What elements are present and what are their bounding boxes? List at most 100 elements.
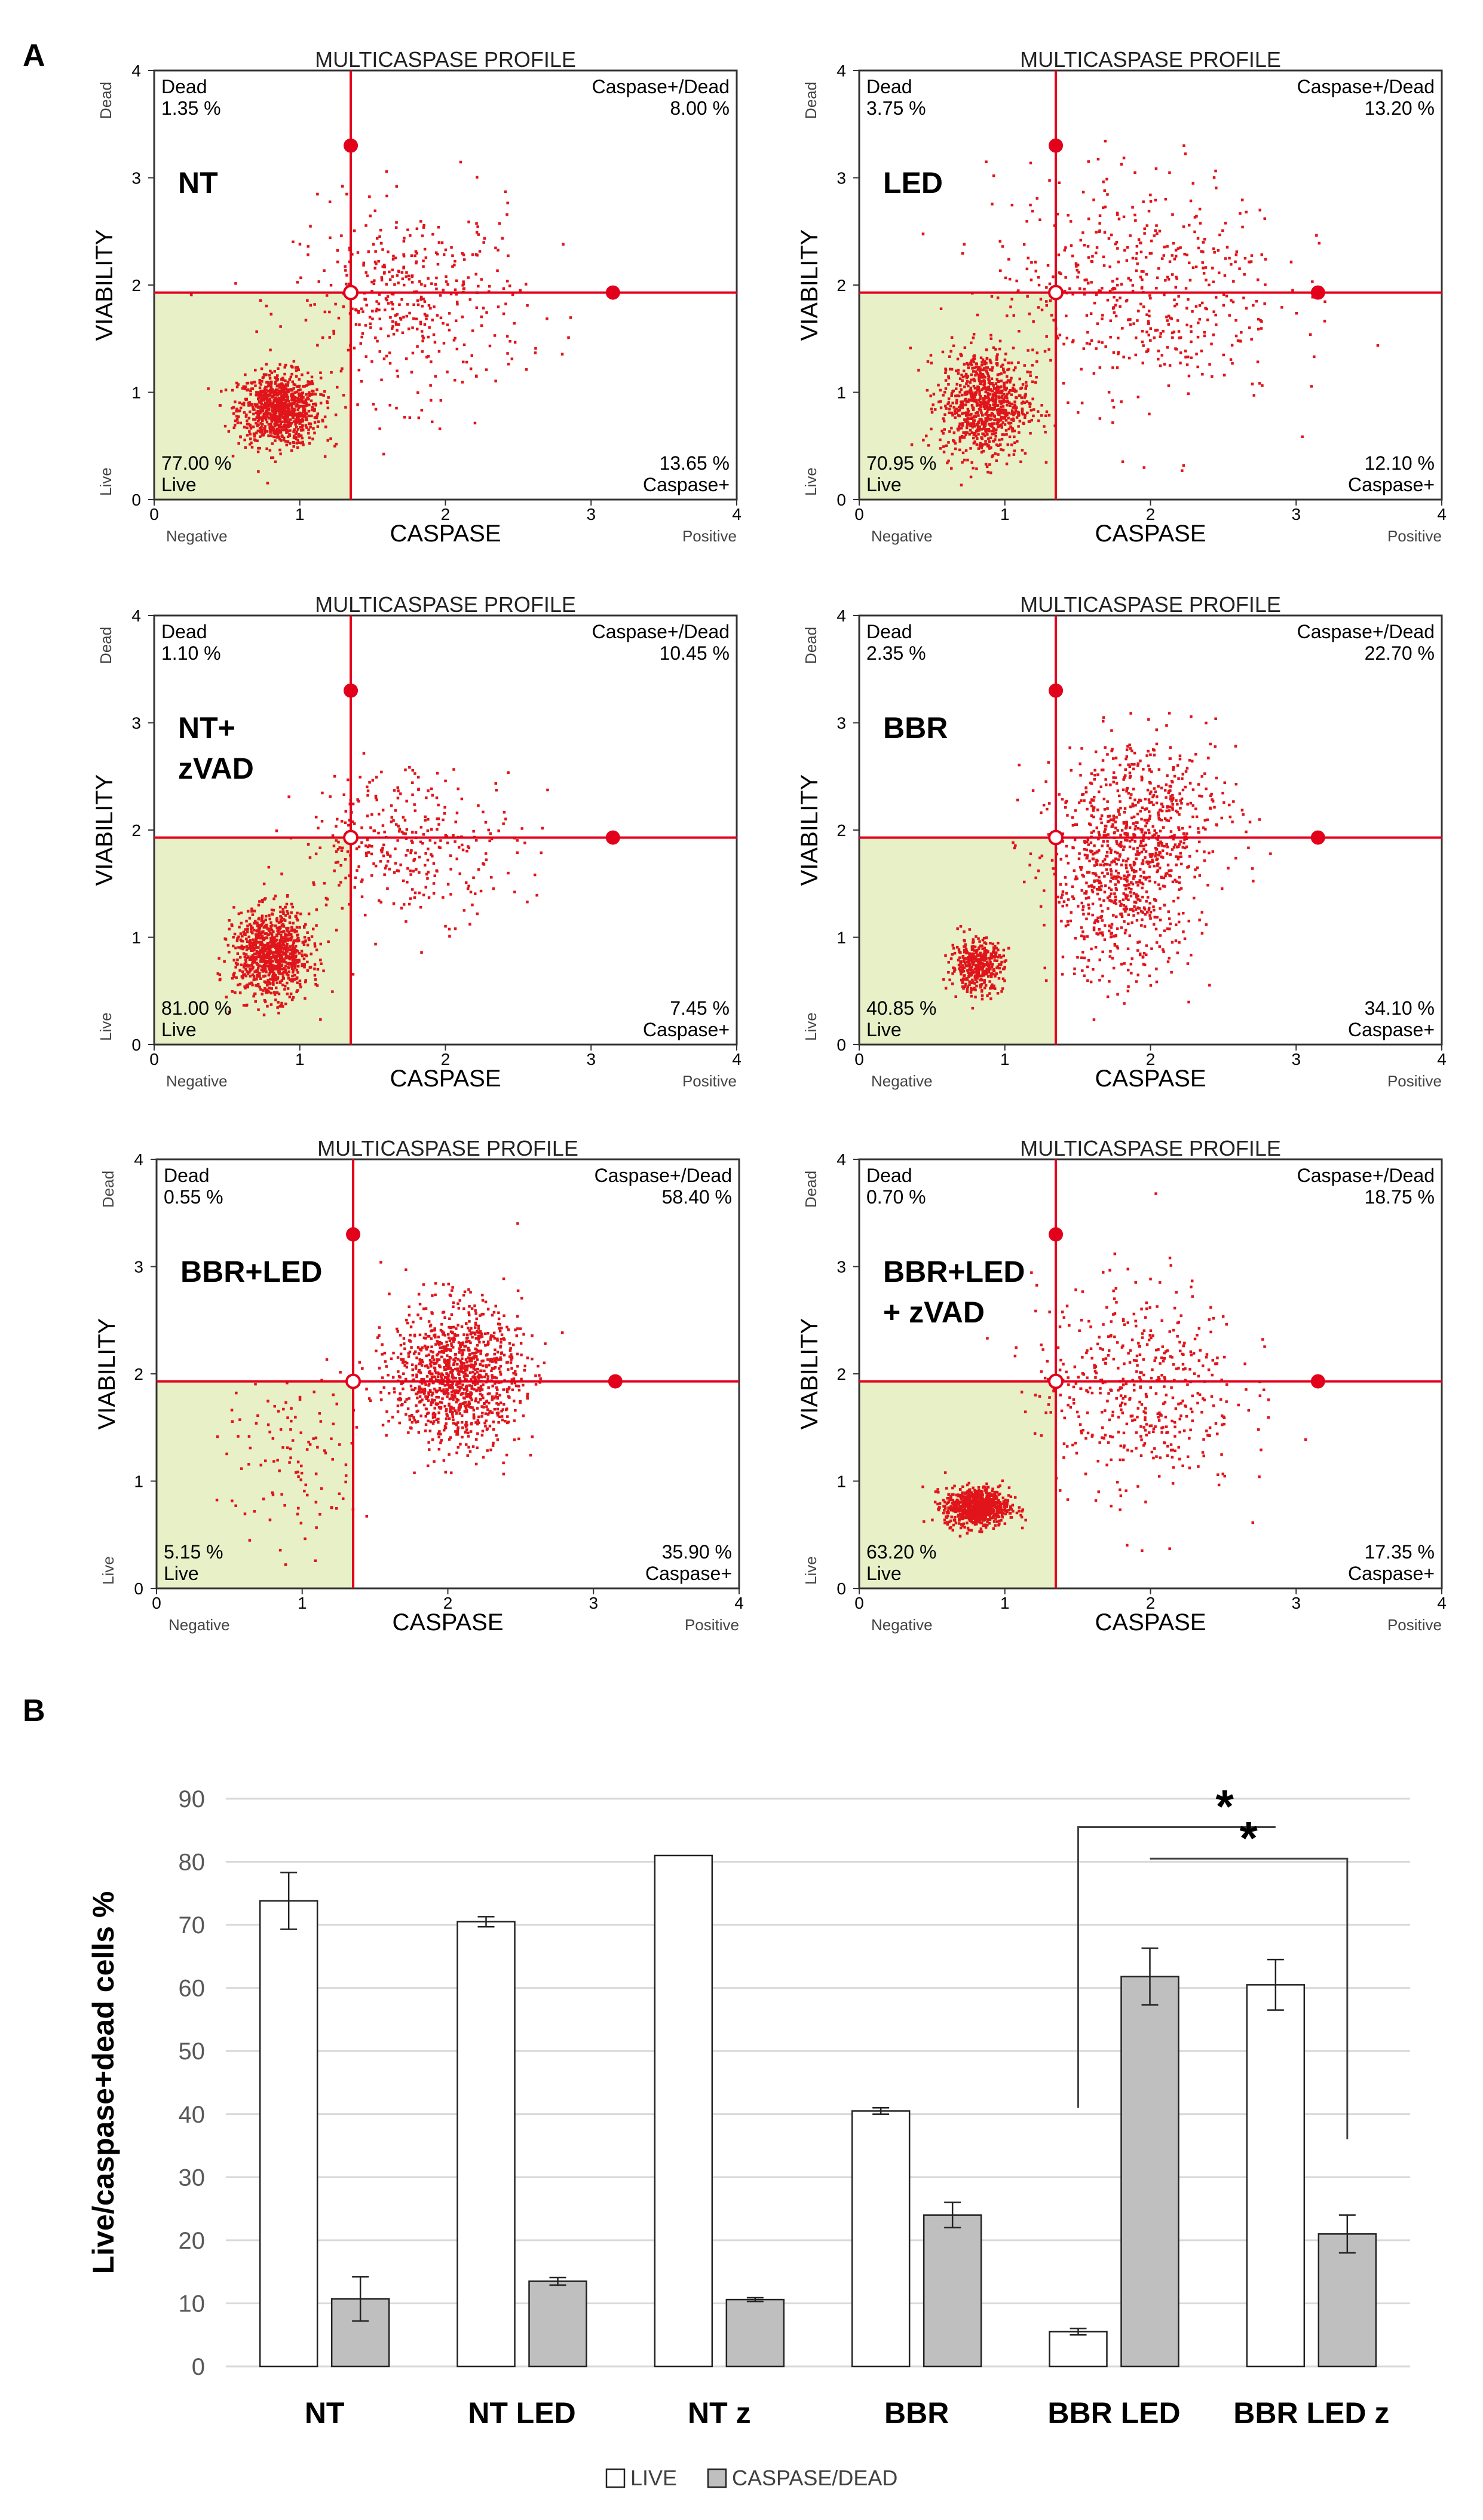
scatter-dot bbox=[927, 444, 930, 447]
scatter-dot bbox=[303, 966, 306, 969]
scatter-dot bbox=[277, 969, 281, 972]
scatter-dot bbox=[1215, 186, 1218, 189]
scatter-dot bbox=[274, 946, 277, 950]
scatter-dot bbox=[990, 417, 993, 421]
scatter-dot bbox=[284, 440, 287, 443]
scatter-dot bbox=[961, 451, 965, 455]
scatter-dot bbox=[992, 948, 995, 951]
scatter-dot bbox=[505, 335, 509, 338]
scatter-dot bbox=[466, 887, 470, 890]
scatter-dot bbox=[278, 959, 281, 962]
scatter-dot bbox=[1067, 401, 1070, 405]
scatter-dot bbox=[986, 406, 989, 409]
scatter-dot bbox=[520, 827, 523, 830]
scatter-dot bbox=[1138, 881, 1141, 884]
scatter-dot bbox=[282, 951, 285, 955]
scatter-dot bbox=[421, 350, 424, 353]
scatter-dot bbox=[331, 834, 335, 837]
scatter-dot bbox=[240, 911, 243, 914]
scatter-dot bbox=[255, 421, 258, 425]
scatter-dot bbox=[257, 946, 260, 949]
scatter-dot bbox=[272, 951, 276, 954]
scatter-dot bbox=[1174, 249, 1178, 252]
scatter-dot bbox=[242, 964, 246, 967]
scatter-dot bbox=[403, 903, 406, 906]
scatter-dot bbox=[1029, 371, 1032, 374]
scatter-dot bbox=[1070, 911, 1073, 914]
scatter-dot bbox=[1122, 908, 1126, 911]
scatter-dot bbox=[1031, 380, 1034, 384]
scatter-dot bbox=[1160, 354, 1163, 357]
scatter-dot bbox=[249, 433, 252, 436]
scatter-dot bbox=[461, 252, 464, 255]
scatter-dot bbox=[286, 428, 289, 432]
scatter-dot bbox=[991, 425, 994, 428]
scatter-dot bbox=[1126, 947, 1130, 950]
scatter-dot bbox=[1052, 319, 1055, 322]
scatter-dot bbox=[1148, 880, 1151, 883]
scatter-dot bbox=[1159, 907, 1162, 910]
scatter-dot bbox=[296, 950, 299, 953]
scatter-dot bbox=[1212, 176, 1216, 179]
scatter-dot bbox=[405, 854, 407, 857]
scatter-dot bbox=[975, 365, 978, 369]
scatter-dot bbox=[402, 832, 405, 835]
scatter-dot bbox=[265, 415, 268, 418]
scatter-dot bbox=[282, 398, 285, 401]
scatter-dot bbox=[945, 444, 948, 448]
scatter-dot bbox=[305, 412, 308, 415]
scatter-dot bbox=[985, 957, 988, 960]
scatter-dot bbox=[260, 431, 263, 434]
scatter-dot bbox=[460, 797, 464, 801]
scatter-dot bbox=[985, 357, 989, 360]
scatter-dot bbox=[261, 419, 264, 422]
scatter-dot bbox=[284, 387, 288, 390]
scatter-dot bbox=[1139, 840, 1142, 843]
scatter-dot bbox=[485, 311, 488, 314]
scatter-dot bbox=[258, 386, 262, 390]
scatter-dot bbox=[256, 429, 259, 433]
scatter-dot bbox=[290, 929, 293, 932]
scatter-dot bbox=[1126, 875, 1129, 878]
scatter-dot bbox=[269, 424, 272, 427]
scatter-dot bbox=[1132, 910, 1135, 913]
scatter-dot bbox=[955, 382, 958, 386]
y-tick-label: 1 bbox=[131, 384, 141, 402]
scatter-dot bbox=[1239, 339, 1242, 343]
scatter-dot bbox=[281, 975, 285, 978]
scatter-dot bbox=[256, 936, 259, 939]
scatter-dot bbox=[269, 921, 272, 924]
scatter-dot bbox=[361, 332, 364, 335]
scatter-dot bbox=[980, 990, 983, 993]
scatter-dot bbox=[967, 363, 970, 366]
scatter-dot bbox=[286, 420, 289, 424]
scatter-dot bbox=[407, 278, 411, 281]
scatter-dot bbox=[258, 932, 261, 935]
scatter-dot bbox=[967, 400, 970, 403]
scatter-dot bbox=[297, 385, 301, 388]
x-tick-label: 3 bbox=[586, 1050, 596, 1068]
scatter-dot bbox=[983, 434, 986, 437]
y-axis-label: VIABILITY bbox=[796, 229, 823, 341]
scatter-dot bbox=[978, 408, 981, 411]
scatter-dot bbox=[467, 276, 470, 279]
scatter-dot bbox=[1125, 259, 1129, 262]
scatter-dot bbox=[281, 416, 285, 419]
scatter-dot bbox=[1211, 267, 1214, 270]
scatter-dot bbox=[373, 209, 376, 212]
scatter-dot bbox=[246, 910, 250, 913]
scatter-dot bbox=[987, 375, 991, 378]
scatter-dot bbox=[1046, 807, 1049, 811]
scatter-dot bbox=[979, 957, 983, 960]
scatter-dot bbox=[1146, 349, 1150, 353]
quadrant-live-value: 77.00 % bbox=[161, 452, 231, 474]
scatter-dot bbox=[982, 974, 985, 977]
scatter-dot bbox=[953, 412, 957, 415]
scatter-dot bbox=[313, 409, 316, 412]
scatter-dot bbox=[1013, 441, 1016, 445]
scatter-dot bbox=[1007, 362, 1010, 365]
scatter-dot bbox=[951, 414, 954, 417]
scatter-dot bbox=[991, 972, 994, 976]
scatter-dot bbox=[284, 932, 287, 936]
scatter-dot bbox=[963, 966, 966, 969]
